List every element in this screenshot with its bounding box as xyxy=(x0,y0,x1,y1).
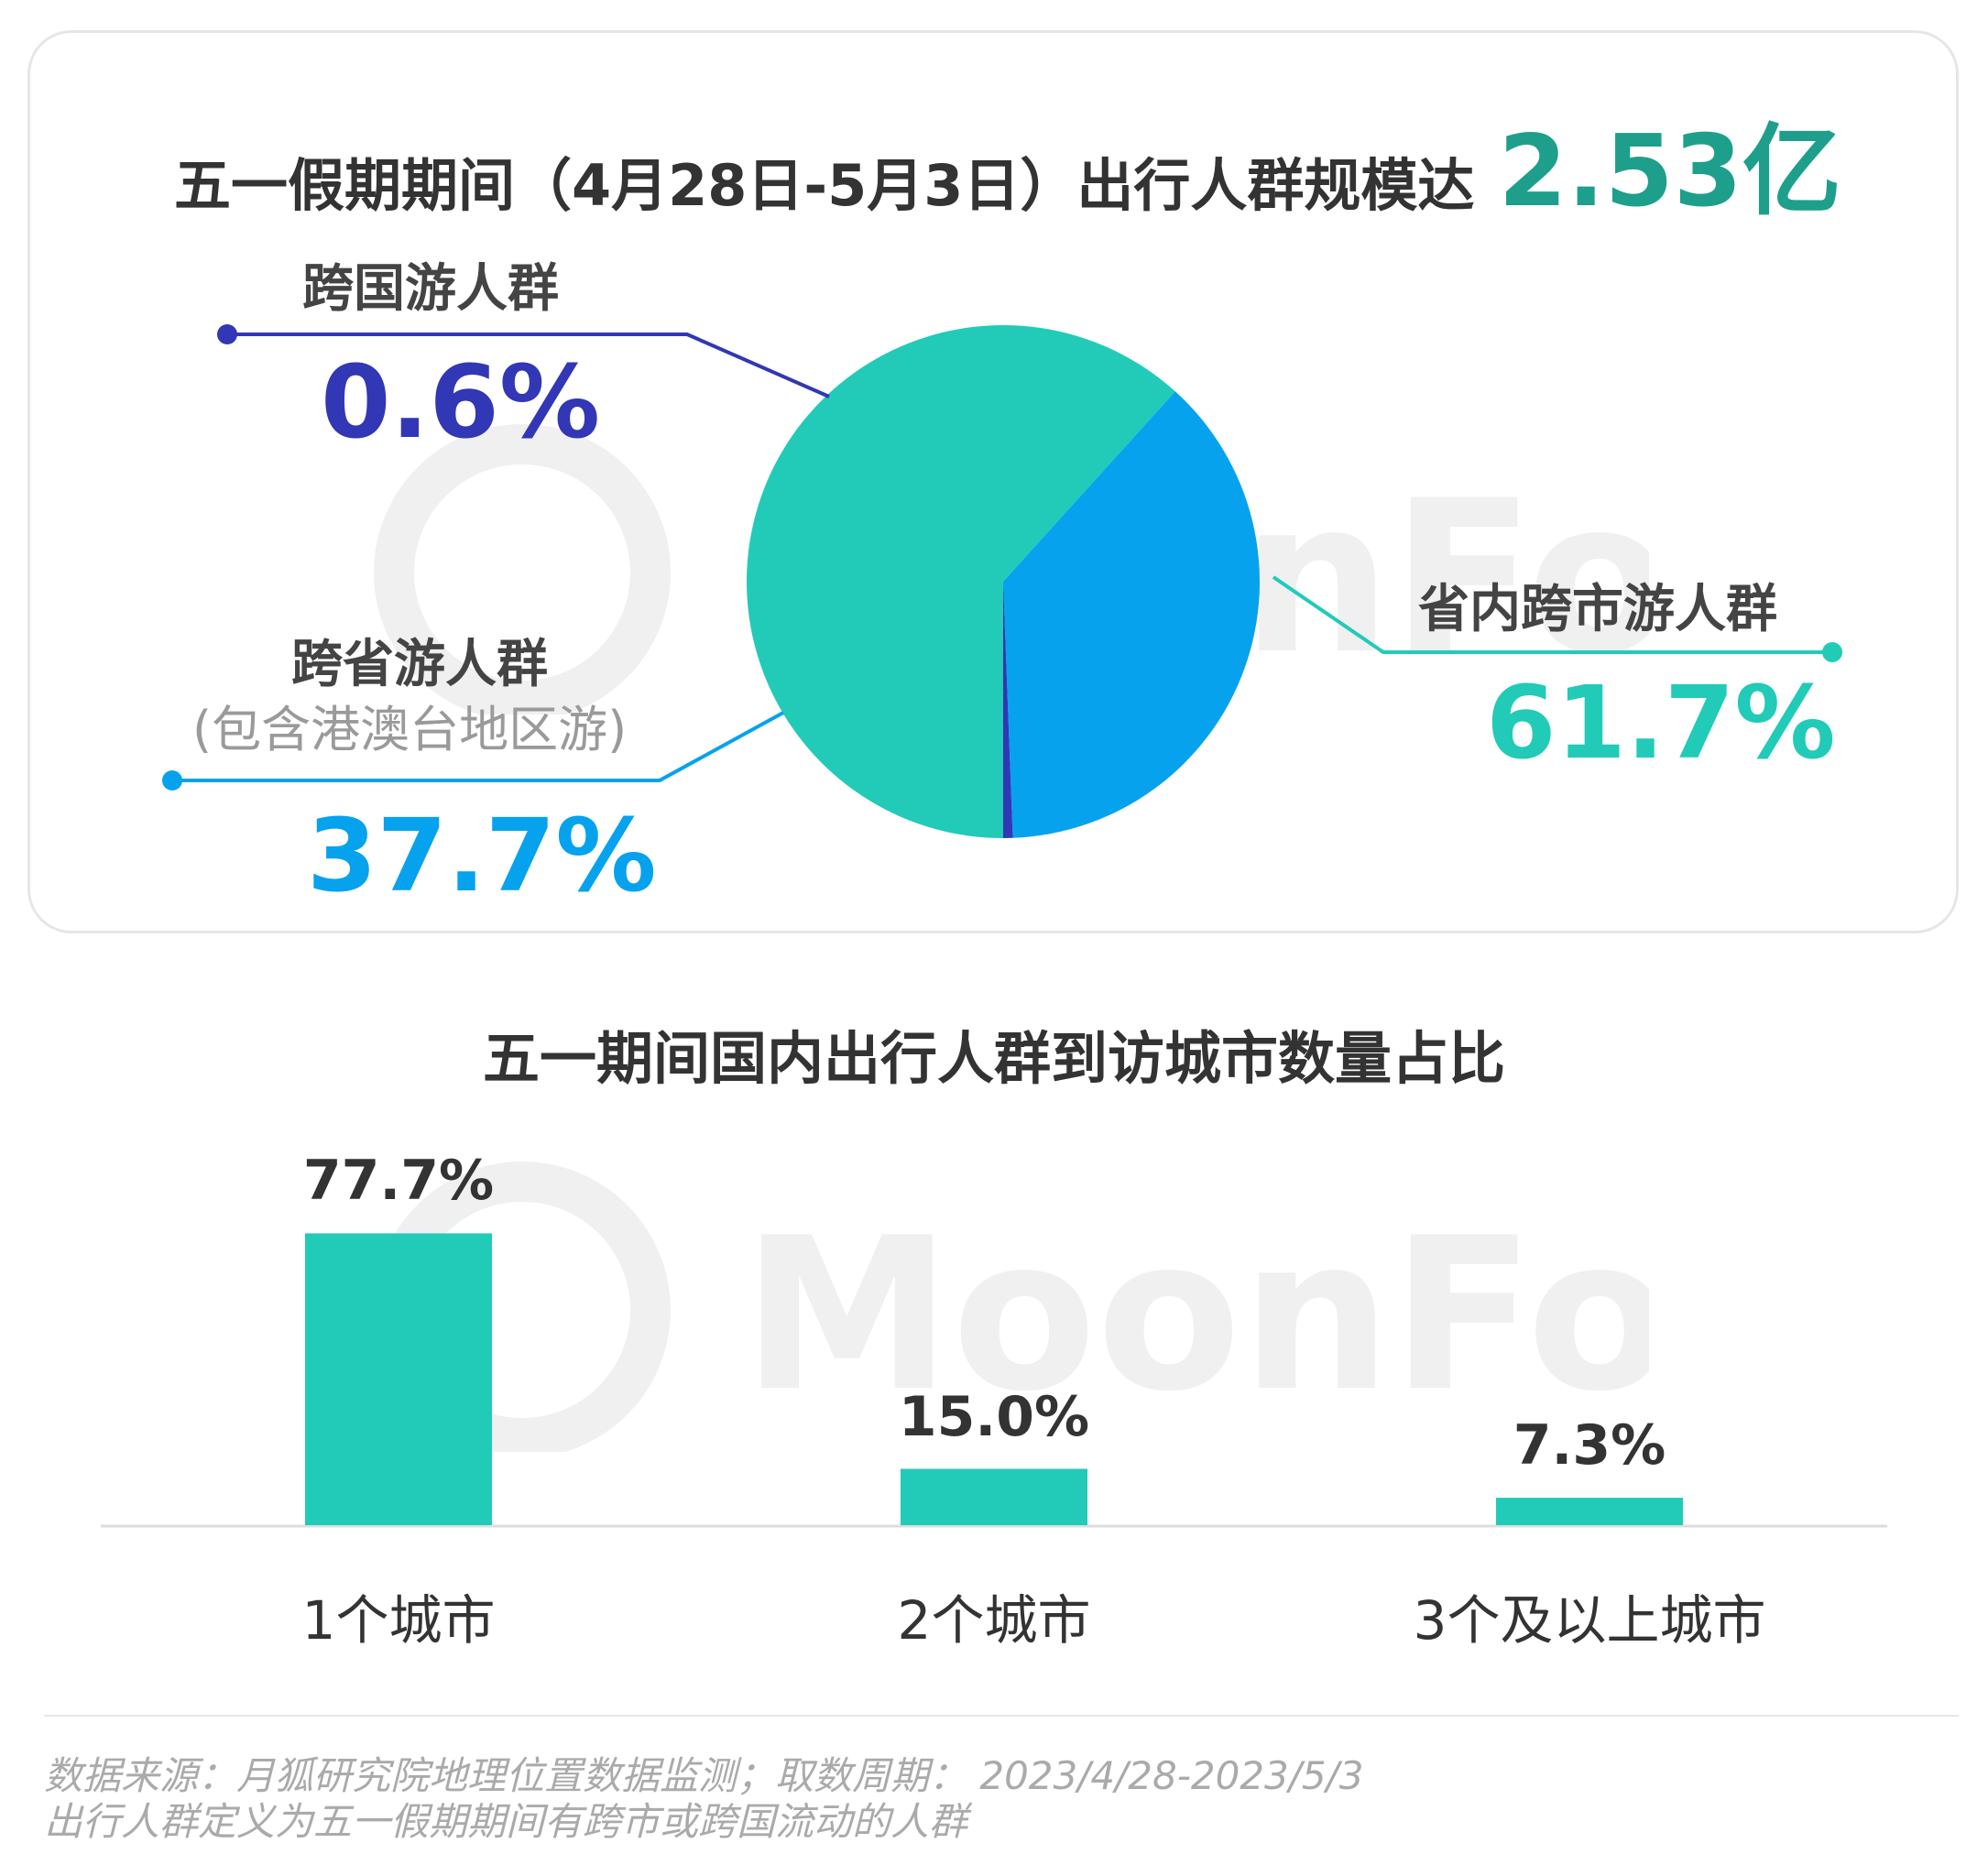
bar-2 xyxy=(1496,1498,1683,1525)
pie-slice-2 xyxy=(1003,582,1013,838)
bar-category-label: 2个城市 xyxy=(897,1589,1091,1652)
leader-dot-0 xyxy=(1822,642,1842,662)
pie-title-text: 五一假期期间（4月28日-5月3日）出行人群规模达 xyxy=(174,152,1475,219)
leader-line-2 xyxy=(227,333,830,398)
footer-divider xyxy=(44,1715,1959,1717)
pie-slice-1 xyxy=(1003,391,1260,838)
international-value: 0.6% xyxy=(321,344,601,461)
leader-dot-2 xyxy=(217,324,237,344)
interprovincial-value: 37.7% xyxy=(307,797,657,914)
bar-chart xyxy=(101,1233,1887,1528)
bar-chart-title: 五一期间国内出行人群到访城市数量占比 xyxy=(482,1025,1505,1092)
bar-category-label: 3个及以上城市 xyxy=(1413,1589,1766,1652)
bar-value-label: 7.3% xyxy=(1513,1413,1666,1478)
bar-category-label: 1个城市 xyxy=(301,1589,496,1652)
leader-line-0 xyxy=(1272,575,1832,654)
leader-line-1 xyxy=(172,711,784,782)
total-travelers-value: 2.53亿 xyxy=(1498,115,1841,229)
international-label: 跨国游人群 xyxy=(302,259,559,319)
bar-1 xyxy=(901,1468,1087,1525)
interprovincial-sublabel: (包含港澳台地区游) xyxy=(192,701,628,758)
pie-chart xyxy=(162,324,1842,838)
intercity-label: 省内跨市游人群 xyxy=(1418,580,1777,639)
leader-dot-1 xyxy=(162,770,182,791)
bar-value-label: 15.0% xyxy=(898,1384,1090,1449)
pie-slice-0 xyxy=(746,324,1175,838)
intercity-value: 61.7% xyxy=(1486,664,1836,781)
pie-title: 五一假期期间（4月28日-5月3日）出行人群规模达 2.53亿 xyxy=(174,92,1841,229)
data-source-note: 数据来源：月狐研究院地理位置数据监测；取数周期： 2023/4/28-2023/… xyxy=(44,1753,1364,1798)
interprovincial-label: 跨省游人群 xyxy=(291,635,548,694)
definition-note: 出行人群定义为五一假期期间有跨市或跨国流动的人群 xyxy=(44,1799,968,1844)
bar-value-label: 77.7% xyxy=(302,1149,495,1214)
bar-0 xyxy=(305,1233,492,1525)
